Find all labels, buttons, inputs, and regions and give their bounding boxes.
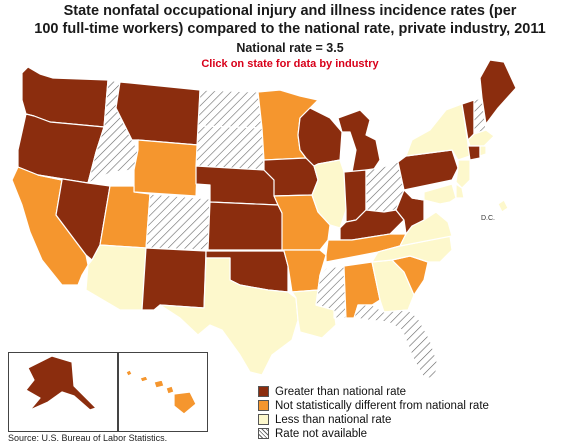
- state-illinois[interactable]: [311, 159, 347, 229]
- hawaii-inset-frame: [118, 352, 208, 432]
- state-hawaii[interactable]: [125, 369, 197, 415]
- state-maine[interactable]: [479, 59, 517, 125]
- state-rhode-island[interactable]: [479, 145, 487, 157]
- state-connecticut[interactable]: [467, 145, 481, 161]
- state-delaware[interactable]: [455, 183, 465, 199]
- legend-swatch-not-different: [258, 400, 269, 411]
- state-maryland[interactable]: [411, 183, 457, 205]
- state-tennessee[interactable]: [325, 233, 407, 263]
- legend-label: Greater than national rate: [275, 385, 407, 398]
- state-kansas[interactable]: [207, 201, 285, 251]
- state-texas[interactable]: [159, 257, 299, 376]
- legend-item-less: Less than national rate: [258, 413, 489, 426]
- state-colorado[interactable]: [145, 193, 211, 251]
- legend-label: Not statistically different from nationa…: [275, 399, 489, 412]
- state-florida[interactable]: [353, 304, 439, 379]
- state-new-york[interactable]: [405, 103, 471, 161]
- legend-swatch-not-available: [258, 428, 269, 439]
- state-north-dakota[interactable]: [197, 89, 263, 129]
- alaska-inset-frame: [8, 352, 118, 432]
- source-note: Source: U.S. Bureau of Labor Statistics.: [8, 433, 168, 443]
- legend-label: Rate not available: [275, 427, 368, 440]
- state-michigan[interactable]: [337, 109, 381, 173]
- map-title: State nonfatal occupational injury and i…: [0, 2, 580, 38]
- state-new-mexico[interactable]: [141, 247, 207, 311]
- state-new-jersey[interactable]: [455, 159, 471, 189]
- national-rate: National rate = 3.5: [236, 41, 344, 55]
- state-west-virginia[interactable]: [395, 189, 425, 235]
- legend-item-not-available: Rate not available: [258, 427, 489, 440]
- click-hint-link[interactable]: Click on state for data by industry: [201, 58, 379, 70]
- dc-label: D.C.: [481, 215, 495, 222]
- title-line-2: 100 full-time workers) compared to the n…: [34, 21, 546, 37]
- state-south-dakota[interactable]: [195, 125, 265, 171]
- state-arizona[interactable]: [85, 244, 147, 311]
- legend-swatch-less: [258, 414, 269, 425]
- legend-item-greater: Greater than national rate: [258, 385, 489, 398]
- state-alaska[interactable]: [25, 355, 97, 411]
- legend-item-not-different: Not statistically different from nationa…: [258, 399, 489, 412]
- legend-swatch-greater: [258, 386, 269, 397]
- title-line-1: State nonfatal occupational injury and i…: [63, 3, 517, 19]
- state-wyoming[interactable]: [133, 139, 199, 197]
- state-dc[interactable]: [497, 199, 509, 213]
- legend: Greater than national rate Not statistic…: [258, 385, 489, 441]
- legend-label: Less than national rate: [275, 413, 392, 426]
